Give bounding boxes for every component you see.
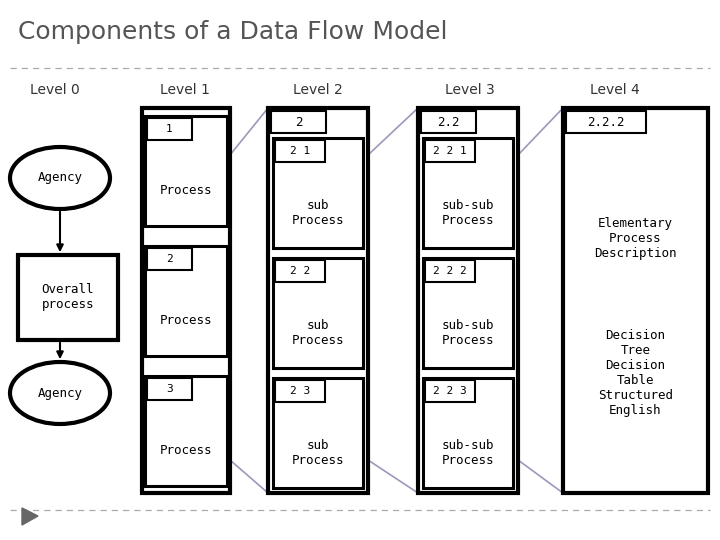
Bar (271, 111, 326, 133)
Bar (268, 108, 368, 493)
Text: Process: Process (160, 444, 212, 457)
Text: 2 2 3: 2 2 3 (433, 386, 467, 396)
Text: sub-sub
Process: sub-sub Process (442, 439, 494, 467)
Text: 2 2 2: 2 2 2 (433, 266, 467, 276)
Text: Level 0: Level 0 (30, 83, 80, 97)
Text: sub
Process: sub Process (292, 319, 344, 347)
Bar (147, 378, 192, 400)
Text: 2 3: 2 3 (289, 386, 310, 396)
Text: Overall
process: Overall process (42, 283, 94, 311)
Bar (425, 140, 474, 162)
Bar (273, 378, 363, 488)
Text: sub
Process: sub Process (292, 199, 344, 227)
Bar (563, 108, 708, 493)
Bar (147, 248, 192, 270)
Bar (147, 118, 192, 140)
Text: 1: 1 (166, 124, 173, 134)
Text: 2 1: 2 1 (289, 146, 310, 156)
Text: 2: 2 (166, 254, 173, 264)
Text: 2: 2 (294, 116, 302, 129)
Text: Decision
Tree
Decision
Table
Structured
English: Decision Tree Decision Table Structured … (598, 329, 673, 417)
Bar (566, 111, 646, 133)
Text: Agency: Agency (37, 387, 83, 400)
Text: Process: Process (160, 184, 212, 197)
Bar (425, 260, 474, 282)
Bar (423, 258, 513, 368)
Bar (423, 378, 513, 488)
Text: sub-sub
Process: sub-sub Process (442, 319, 494, 347)
Text: sub
Process: sub Process (292, 439, 344, 467)
Text: Process: Process (160, 314, 212, 327)
Text: Level 4: Level 4 (590, 83, 640, 97)
Text: Components of a Data Flow Model: Components of a Data Flow Model (18, 20, 448, 44)
Text: Level 1: Level 1 (160, 83, 210, 97)
Text: 2 2: 2 2 (289, 266, 310, 276)
Text: 2 2 1: 2 2 1 (433, 146, 467, 156)
Bar (275, 140, 325, 162)
Polygon shape (22, 508, 38, 525)
Bar (145, 116, 227, 226)
Bar (273, 138, 363, 248)
Bar (275, 380, 325, 402)
Text: 2.2: 2.2 (437, 116, 460, 129)
Bar (18, 255, 118, 340)
Bar (145, 376, 227, 486)
Bar (418, 108, 518, 493)
Text: Agency: Agency (37, 172, 83, 185)
Text: sub-sub
Process: sub-sub Process (442, 199, 494, 227)
Text: Level 3: Level 3 (445, 83, 495, 97)
Bar (275, 260, 325, 282)
Text: Elementary
Process
Description: Elementary Process Description (594, 217, 677, 260)
Bar (421, 111, 476, 133)
Bar (142, 108, 230, 493)
Text: Level 2: Level 2 (293, 83, 343, 97)
Bar (425, 380, 474, 402)
Bar (145, 246, 227, 356)
Bar (423, 138, 513, 248)
Text: 2.2.2: 2.2.2 (587, 116, 625, 129)
Bar (273, 258, 363, 368)
Text: 3: 3 (166, 384, 173, 394)
